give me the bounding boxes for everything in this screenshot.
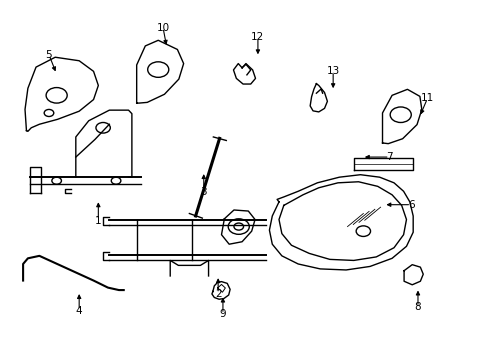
- Text: 4: 4: [76, 306, 82, 315]
- Text: 10: 10: [156, 23, 169, 33]
- Text: 5: 5: [45, 50, 52, 60]
- Text: 11: 11: [420, 93, 433, 103]
- Text: 7: 7: [386, 152, 392, 162]
- Text: 1: 1: [95, 216, 102, 226]
- Text: 3: 3: [200, 187, 206, 197]
- Text: 9: 9: [219, 309, 226, 319]
- Text: 2: 2: [214, 289, 221, 298]
- Text: 8: 8: [414, 302, 421, 312]
- Text: 13: 13: [326, 66, 339, 76]
- Text: 12: 12: [251, 32, 264, 42]
- Text: 6: 6: [407, 200, 414, 210]
